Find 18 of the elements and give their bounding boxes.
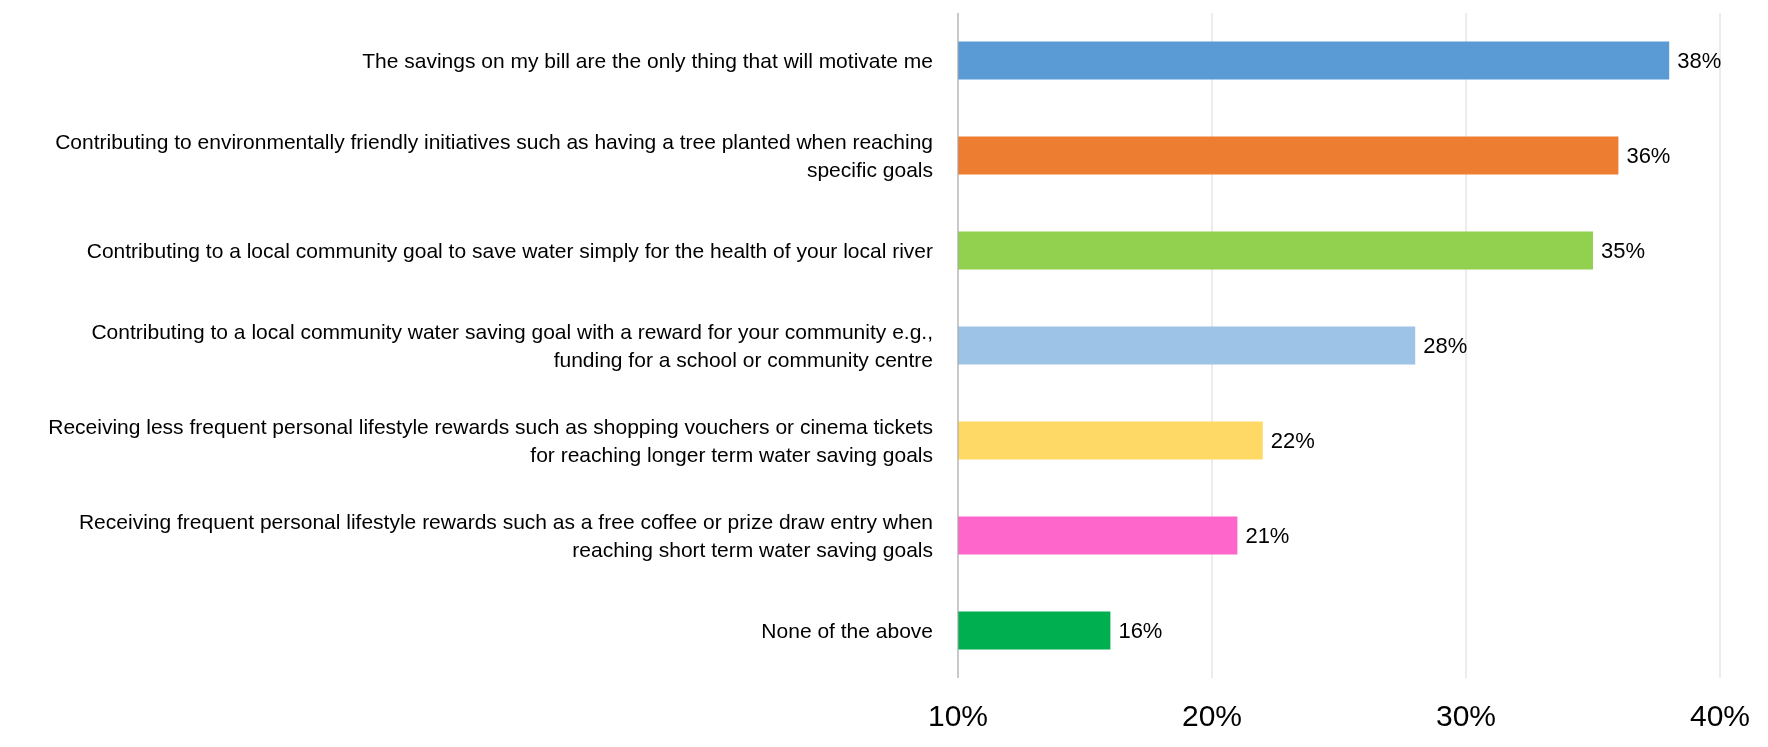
x-tick-label: 10%: [927, 699, 989, 732]
x-tick-label: 20%: [1181, 699, 1243, 732]
y-tick-label: Receiving frequent personal lifestyle rewards such as a free coffee or prize draw entry when reaching short term water saving goals: [78, 509, 933, 561]
data-label: 16%: [1118, 618, 1163, 644]
x-tick-label: 40%: [1689, 699, 1751, 732]
data-label: 36%: [1626, 143, 1671, 169]
y-tick-label: None of the above: [761, 618, 933, 642]
data-label: 38%: [1677, 48, 1722, 74]
data-label: 22%: [1270, 428, 1315, 454]
data-label: 21%: [1245, 523, 1290, 549]
y-tick-label: Contributing to environmentally friendly initiatives such as having a tree planted when reaching specific goals: [55, 129, 933, 181]
data-label: 28%: [1423, 333, 1468, 359]
y-tick-label: Receiving less frequent personal lifestyle rewards such as shopping vouchers or cinema tickets for reaching longer term water saving goals: [48, 414, 933, 466]
y-tick-label: Contributing to a local community goal to save water simply for the health of your local river: [86, 238, 933, 262]
x-tick-label: 30%: [1435, 699, 1497, 732]
y-tick-label: Contributing to a local community water saving goal with a reward for your community e.g., funding for a school or community centre: [91, 319, 933, 371]
y-tick-label: The savings on my bill are the only thing that will motivate me: [362, 48, 933, 72]
data-label: 35%: [1601, 238, 1646, 264]
